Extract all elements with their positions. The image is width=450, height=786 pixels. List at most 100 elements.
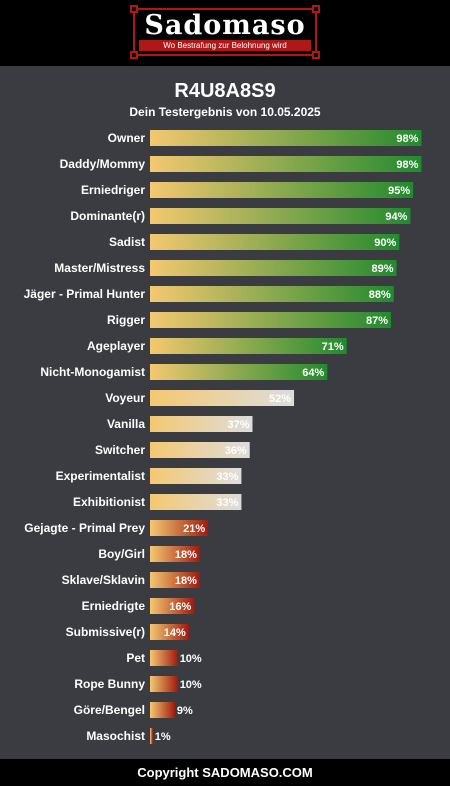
- chart-row: Daddy/Mommy 98%: [60, 156, 422, 172]
- value-label: 1%: [155, 731, 171, 743]
- value-label: 90%: [374, 237, 396, 249]
- value-label: 87%: [366, 315, 388, 327]
- chart-row: Nicht-Monogamist 64%: [40, 364, 328, 380]
- logo-tagline: Wo Bestrafung zur Belohnung wird: [139, 40, 311, 51]
- chart-row: Dominante(r) 94%: [70, 208, 411, 224]
- logo-corner-ornament: [312, 51, 320, 59]
- site-logo[interactable]: Sadomaso Wo Bestrafung zur Belohnung wir…: [130, 5, 320, 59]
- bar: [150, 130, 422, 146]
- bar: [150, 416, 253, 432]
- value-label: 88%: [369, 289, 391, 301]
- bar: [150, 364, 328, 380]
- category-label: Ageplayer: [87, 339, 145, 353]
- value-label: 94%: [385, 211, 407, 223]
- category-label: Boy/Girl: [98, 547, 145, 561]
- chart-row: Ageplayer 71%: [87, 338, 347, 354]
- category-label: Nicht-Monogamist: [40, 365, 145, 379]
- chart-row: Submissive(r) 14%: [66, 624, 189, 640]
- chart-row: Erniedriger 95%: [81, 182, 414, 198]
- bar: [150, 312, 391, 328]
- bar: [150, 338, 347, 354]
- category-label: Göre/Bengel: [74, 703, 145, 717]
- bar: [150, 234, 400, 250]
- chart-row: Sklave/Sklavin 18%: [62, 572, 200, 588]
- bar: [150, 728, 153, 744]
- category-label: Erniedriger: [81, 183, 145, 197]
- bar: [150, 390, 295, 406]
- bar: [150, 520, 209, 536]
- chart-row: Pet 10%: [126, 650, 202, 666]
- category-label: Erniedrigte: [82, 599, 146, 613]
- chart-row: Erniedrigte 16%: [82, 598, 195, 614]
- category-label: Master/Mistress: [54, 261, 145, 275]
- value-label: 98%: [396, 159, 418, 171]
- value-label: 71%: [322, 341, 344, 353]
- category-label: Gejagte - Primal Prey: [24, 521, 145, 535]
- result-subtitle: Dein Testergebnis von 10.05.2025: [129, 105, 321, 119]
- bar: [150, 468, 242, 484]
- bar: [150, 494, 242, 510]
- chart-row: Vanilla 37%: [107, 416, 253, 432]
- category-label: Daddy/Mommy: [60, 157, 146, 171]
- bar: [150, 286, 394, 302]
- bar: [150, 208, 411, 224]
- chart-row: Jäger - Primal Hunter 88%: [24, 286, 394, 302]
- chart-row: Rope Bunny 10%: [74, 676, 202, 692]
- copyright-text: Copyright SADOMASO.COM: [137, 765, 313, 780]
- logo-corner-ornament: [130, 5, 138, 13]
- category-label: Jäger - Primal Hunter: [24, 287, 146, 301]
- logo-corner-ornament: [312, 5, 320, 13]
- category-label: Switcher: [95, 443, 145, 457]
- bar: [150, 624, 189, 640]
- value-label: 10%: [180, 679, 202, 691]
- value-label: 95%: [388, 185, 410, 197]
- value-label: 16%: [169, 601, 191, 613]
- value-label: 64%: [302, 367, 324, 379]
- value-label: 21%: [183, 523, 205, 535]
- bar: [150, 676, 178, 692]
- value-label: 10%: [180, 653, 202, 665]
- chart-row: Boy/Girl 18%: [98, 546, 200, 562]
- value-label: 52%: [269, 393, 291, 405]
- chart-row: Voyeur 52%: [105, 390, 295, 406]
- category-label: Pet: [126, 651, 145, 665]
- bar: [150, 598, 195, 614]
- value-label: 89%: [371, 263, 393, 275]
- category-label: Voyeur: [105, 391, 145, 405]
- result-title: R4U8A8S9: [174, 80, 276, 102]
- chart-row: Owner 98%: [108, 130, 422, 146]
- category-label: Rope Bunny: [74, 677, 145, 691]
- bar: [150, 260, 397, 276]
- chart-row: Master/Mistress 89%: [54, 260, 397, 276]
- category-label: Sadist: [109, 235, 145, 249]
- category-label: Dominante(r): [70, 209, 145, 223]
- value-label: 98%: [396, 133, 418, 145]
- site-footer: Copyright SADOMASO.COM: [0, 759, 450, 786]
- logo-wordmark: Sadomaso: [144, 10, 306, 41]
- chart-row: Masochist 1%: [86, 728, 171, 744]
- value-label: 18%: [175, 549, 197, 561]
- bar: [150, 650, 178, 666]
- value-label: 33%: [216, 497, 238, 509]
- value-label: 33%: [216, 471, 238, 483]
- chart-row: Experimentalist 33%: [56, 468, 242, 484]
- chart-row: Göre/Bengel 9%: [74, 702, 193, 718]
- category-label: Experimentalist: [56, 469, 145, 483]
- chart-row: Exhibitionist 33%: [73, 494, 242, 510]
- category-label: Exhibitionist: [73, 495, 145, 509]
- value-label: 14%: [164, 627, 186, 639]
- chart-row: Gejagte - Primal Prey 21%: [24, 520, 209, 536]
- value-label: 18%: [175, 575, 197, 587]
- category-label: Owner: [108, 131, 146, 145]
- value-label: 9%: [177, 705, 193, 717]
- category-label: Submissive(r): [66, 625, 145, 639]
- bar: [150, 442, 250, 458]
- chart-row: Rigger 87%: [107, 312, 391, 328]
- category-label: Sklave/Sklavin: [62, 573, 145, 587]
- bar: [150, 702, 175, 718]
- category-label: Vanilla: [107, 417, 145, 431]
- bar: [150, 572, 200, 588]
- logo-corner-ornament: [130, 51, 138, 59]
- category-label: Rigger: [107, 313, 145, 327]
